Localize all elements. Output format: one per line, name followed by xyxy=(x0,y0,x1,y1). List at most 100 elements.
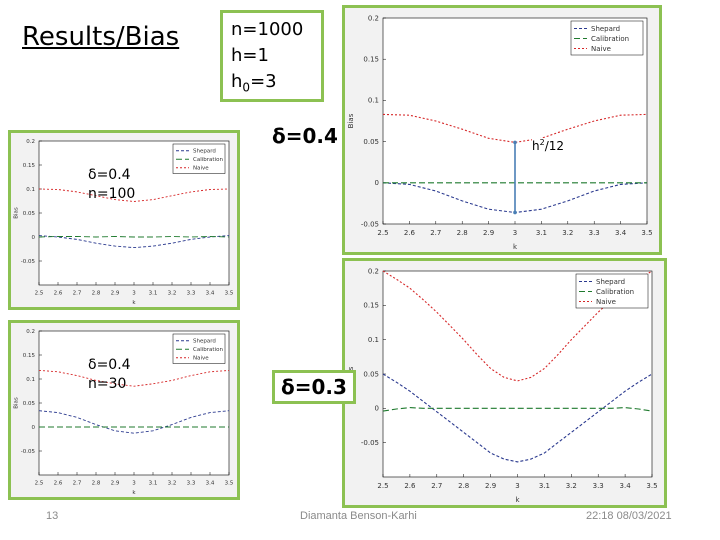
arrow-end-top xyxy=(513,140,517,145)
y-tick-label: -0.05 xyxy=(361,439,379,447)
x-tick-label: 2.6 xyxy=(54,291,63,297)
small-chart2-label: δ=0.4 n=30 xyxy=(88,357,131,392)
x-tick-label: 3.4 xyxy=(620,482,632,490)
x-tick-label: 2.8 xyxy=(458,482,469,490)
y-tick-label: 0.1 xyxy=(26,377,35,383)
y-tick-label: -0.05 xyxy=(361,220,379,228)
delta-label-bottom: δ=0.3 xyxy=(272,370,356,404)
parameters-box: n=1000 h=1 h0=3 xyxy=(220,10,324,102)
legend-label: Shepard xyxy=(193,149,216,155)
x-tick-label: 3.2 xyxy=(566,482,577,490)
chart-main-n1000: 2.5 2.6 2.7 2.8 2.9 3 3.1 3.2 3.3 3.4 3.5 -0.05 0 0.0… xyxy=(342,5,662,255)
x-tick-label: 3 xyxy=(515,482,519,490)
y-axis-label: Bias xyxy=(347,113,355,128)
x-tick-label: 3.4 xyxy=(206,481,215,487)
x-tick-label: 3.2 xyxy=(168,291,177,297)
x-tick-label: 2.9 xyxy=(111,291,120,297)
x-tick-label: 3.1 xyxy=(536,229,547,237)
page-number: 13 xyxy=(46,510,59,522)
legend-label: Calibration xyxy=(596,288,634,296)
x-tick-label: 2.8 xyxy=(92,481,101,487)
chart-n100: 2.5 2.6 2.7 2.8 2.9 3 3.1 3.2 3.3 3.4 3.5 -0.05 0 0.0… xyxy=(8,130,240,310)
x-axis-label: k xyxy=(515,496,520,504)
small-chart1-label: δ=0.4 n=100 xyxy=(88,167,136,202)
footer-datetime: 22:18 08/03/2021 xyxy=(586,510,672,522)
x-tick-label: 2.7 xyxy=(431,482,442,490)
x-tick-label: 3.3 xyxy=(187,291,196,297)
y-tick-label: 0.1 xyxy=(368,97,379,105)
x-tick-label: 3.2 xyxy=(168,481,177,487)
x-tick-label: 3.3 xyxy=(187,481,196,487)
y-axis-label: Bias xyxy=(14,207,20,219)
param-h0: h0=3 xyxy=(231,71,277,95)
chart-svg: 2.5 2.6 2.7 2.8 2.9 3 3.1 3.2 3.3 3.4 3.5 -0.05 0 0.0… xyxy=(347,14,653,251)
legend-label: Calibration xyxy=(193,157,223,163)
x-tick-label: 3.3 xyxy=(593,482,604,490)
x-tick-label: 3.5 xyxy=(225,291,234,297)
x-tick-label: 3 xyxy=(513,229,517,237)
x-tick-label: 2.5 xyxy=(377,482,388,490)
y-tick-label: -0.05 xyxy=(21,259,36,265)
x-tick-label: 3.5 xyxy=(646,482,657,490)
legend-label: Naive xyxy=(596,298,616,306)
x-tick-label: 2.9 xyxy=(483,229,494,237)
footer-author: Diamanta Benson-Karhi xyxy=(300,510,417,522)
chart-delta03: 2.5 2.6 2.7 2.8 2.9 3 3.1 3.2 3.3 3.4 3.5 -0.05 0 0.0… xyxy=(342,258,667,508)
x-tick-label: 3.1 xyxy=(149,481,158,487)
x-tick-label: 2.9 xyxy=(111,481,120,487)
x-tick-label: 2.5 xyxy=(35,291,44,297)
x-axis-label: k xyxy=(513,243,518,251)
x-tick-label: 2.5 xyxy=(35,481,44,487)
x-tick-label: 2.7 xyxy=(73,291,82,297)
x-tick-label: 3.2 xyxy=(562,229,573,237)
y-tick-label: 0 xyxy=(375,405,379,413)
y-tick-label: 0.05 xyxy=(23,211,36,217)
x-tick-label: 3.4 xyxy=(615,229,627,237)
x-axis-label: k xyxy=(132,490,136,496)
y-axis-label: Bias xyxy=(14,397,20,409)
chart-svg: 2.5 2.6 2.7 2.8 2.9 3 3.1 3.2 3.3 3.4 3.5 -0.05 0 0.0… xyxy=(347,267,658,504)
x-tick-label: 2.7 xyxy=(73,481,82,487)
x-axis-label: k xyxy=(132,300,136,306)
param-n: n=1000 xyxy=(231,19,304,40)
delta-label-main: δ=0.4 xyxy=(272,124,338,148)
y-tick-label: 0.05 xyxy=(23,401,36,407)
chart-svg: 2.5 2.6 2.7 2.8 2.9 3 3.1 3.2 3.3 3.4 3.5 -0.05 0 0.0… xyxy=(14,139,234,306)
x-tick-label: 2.7 xyxy=(430,229,441,237)
y-tick-label: 0.15 xyxy=(363,56,379,64)
y-tick-label: 0.1 xyxy=(26,187,35,193)
x-tick-label: 2.9 xyxy=(485,482,496,490)
x-tick-label: 2.6 xyxy=(54,481,63,487)
x-tick-label: 2.8 xyxy=(457,229,468,237)
y-tick-label: 0.15 xyxy=(23,353,36,359)
x-tick-label: 2.6 xyxy=(404,229,416,237)
legend-label: Naive xyxy=(591,45,611,53)
series-line-shepard xyxy=(382,373,653,463)
legend-label: Calibration xyxy=(193,347,223,353)
chart-svg: 2.5 2.6 2.7 2.8 2.9 3 3.1 3.2 3.3 3.4 3.5 -0.05 0 0.0… xyxy=(14,329,234,496)
x-tick-label: 3.5 xyxy=(641,229,652,237)
series-line-shepard xyxy=(38,235,230,249)
x-tick-label: 2.8 xyxy=(92,291,101,297)
y-tick-label: 0.15 xyxy=(363,302,379,310)
x-tick-label: 3 xyxy=(132,291,136,297)
x-tick-label: 3 xyxy=(132,481,136,487)
x-tick-label: 3.1 xyxy=(149,291,158,297)
x-tick-label: 3.5 xyxy=(225,481,234,487)
y-tick-label: 0 xyxy=(32,425,36,431)
series-line-calibration xyxy=(38,236,230,238)
arrow-end-bottom xyxy=(513,210,517,215)
series-line-naive xyxy=(38,369,230,387)
chart-n30: 2.5 2.6 2.7 2.8 2.9 3 3.1 3.2 3.3 3.4 3.5 -0.05 0 0.0… xyxy=(8,320,240,500)
series-line-shepard xyxy=(38,410,230,434)
annotation-h2-12: h2/12 xyxy=(532,138,565,153)
y-tick-label: 0.05 xyxy=(363,138,379,146)
y-tick-label: 0.2 xyxy=(26,329,35,335)
slide-title: Results/Bias xyxy=(22,22,180,52)
x-tick-label: 3.3 xyxy=(589,229,600,237)
y-tick-label: 0.1 xyxy=(368,336,379,344)
legend-label: Shepard xyxy=(596,278,625,286)
y-tick-label: 0 xyxy=(375,179,379,187)
legend-label: Naive xyxy=(193,356,209,362)
x-tick-label: 2.6 xyxy=(404,482,416,490)
